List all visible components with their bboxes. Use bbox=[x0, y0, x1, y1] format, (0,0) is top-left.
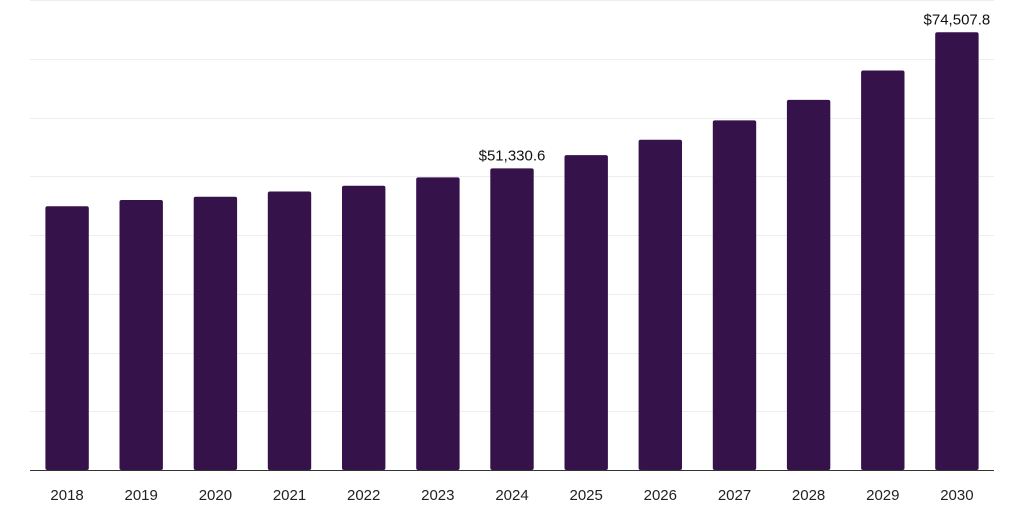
x-tick-label-2020: 2020 bbox=[199, 487, 232, 504]
x-tick-label-2029: 2029 bbox=[866, 487, 899, 504]
bar-2028[interactable] bbox=[786, 99, 831, 471]
bar-2025[interactable] bbox=[564, 155, 608, 470]
x-tick-label-2019: 2019 bbox=[125, 487, 158, 504]
x-tick-label-2030: 2030 bbox=[940, 487, 973, 504]
bar-2019[interactable] bbox=[119, 200, 163, 470]
data-label-2024: $51,330.6 bbox=[479, 147, 546, 164]
x-tick-label-2025: 2025 bbox=[570, 487, 603, 504]
bar-2023[interactable] bbox=[416, 177, 460, 470]
bar-2022[interactable] bbox=[342, 185, 386, 470]
data-label-2030: $74,507.8 bbox=[924, 11, 991, 28]
x-tick-label-2026: 2026 bbox=[644, 487, 677, 504]
bar-2021[interactable] bbox=[267, 191, 312, 471]
x-tick-label-2018: 2018 bbox=[50, 487, 83, 504]
bar-2030[interactable] bbox=[935, 32, 979, 471]
bar-2029[interactable] bbox=[861, 70, 905, 471]
x-tick-label-2021: 2021 bbox=[273, 487, 306, 504]
bar-2024[interactable] bbox=[490, 168, 534, 470]
bar-2020[interactable] bbox=[193, 196, 238, 471]
x-tick-label-2027: 2027 bbox=[718, 487, 751, 504]
x-tick-label-2028: 2028 bbox=[792, 487, 825, 504]
x-tick-label-2022: 2022 bbox=[347, 487, 380, 504]
bar-2027[interactable] bbox=[712, 120, 757, 471]
data-labels: $51,330.6 $74,507.8 bbox=[479, 11, 991, 164]
bar-2018[interactable] bbox=[45, 206, 89, 470]
bars bbox=[45, 32, 979, 471]
x-axis-ticks: 2018 2019 2020 2021 2022 2023 2024 2025 2026 2027… bbox=[50, 487, 973, 504]
x-tick-label-2023: 2023 bbox=[421, 487, 454, 504]
x-tick-label-2024: 2024 bbox=[495, 487, 528, 504]
bar-2026[interactable] bbox=[638, 139, 682, 471]
